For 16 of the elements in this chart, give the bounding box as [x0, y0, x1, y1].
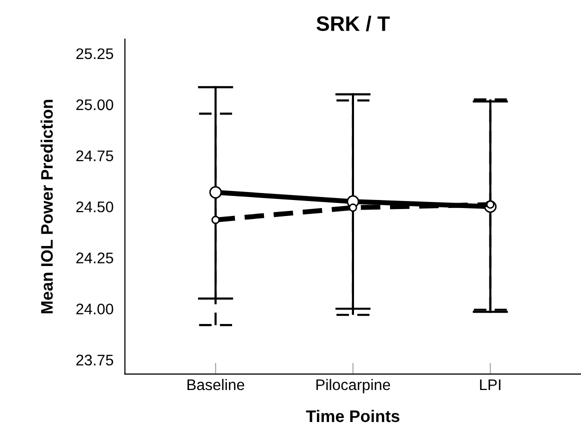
y-tick-label: 25.00 [76, 99, 114, 110]
y-tick-label: 24.25 [76, 252, 114, 264]
y-tick-label: 24.75 [76, 150, 114, 162]
x-axis-title: Time Points [306, 410, 400, 422]
x-tick-label: Baseline [188, 378, 244, 390]
chart-title: SRK / T [316, 16, 390, 32]
y-tick-label: 24.50 [76, 201, 114, 212]
x-tick-label: Pilocarpine [316, 378, 390, 394]
point [211, 216, 220, 224]
point [209, 186, 222, 199]
y-axis-title: Mean IOL Power Prediction [40, 100, 53, 314]
point [348, 203, 358, 212]
y-tick-label: 25.25 [76, 48, 114, 60]
x-tick-label: LPI [480, 380, 500, 390]
y-tick-label: 24.00 [76, 304, 114, 314]
y-tick-label: 23.75 [76, 354, 114, 366]
